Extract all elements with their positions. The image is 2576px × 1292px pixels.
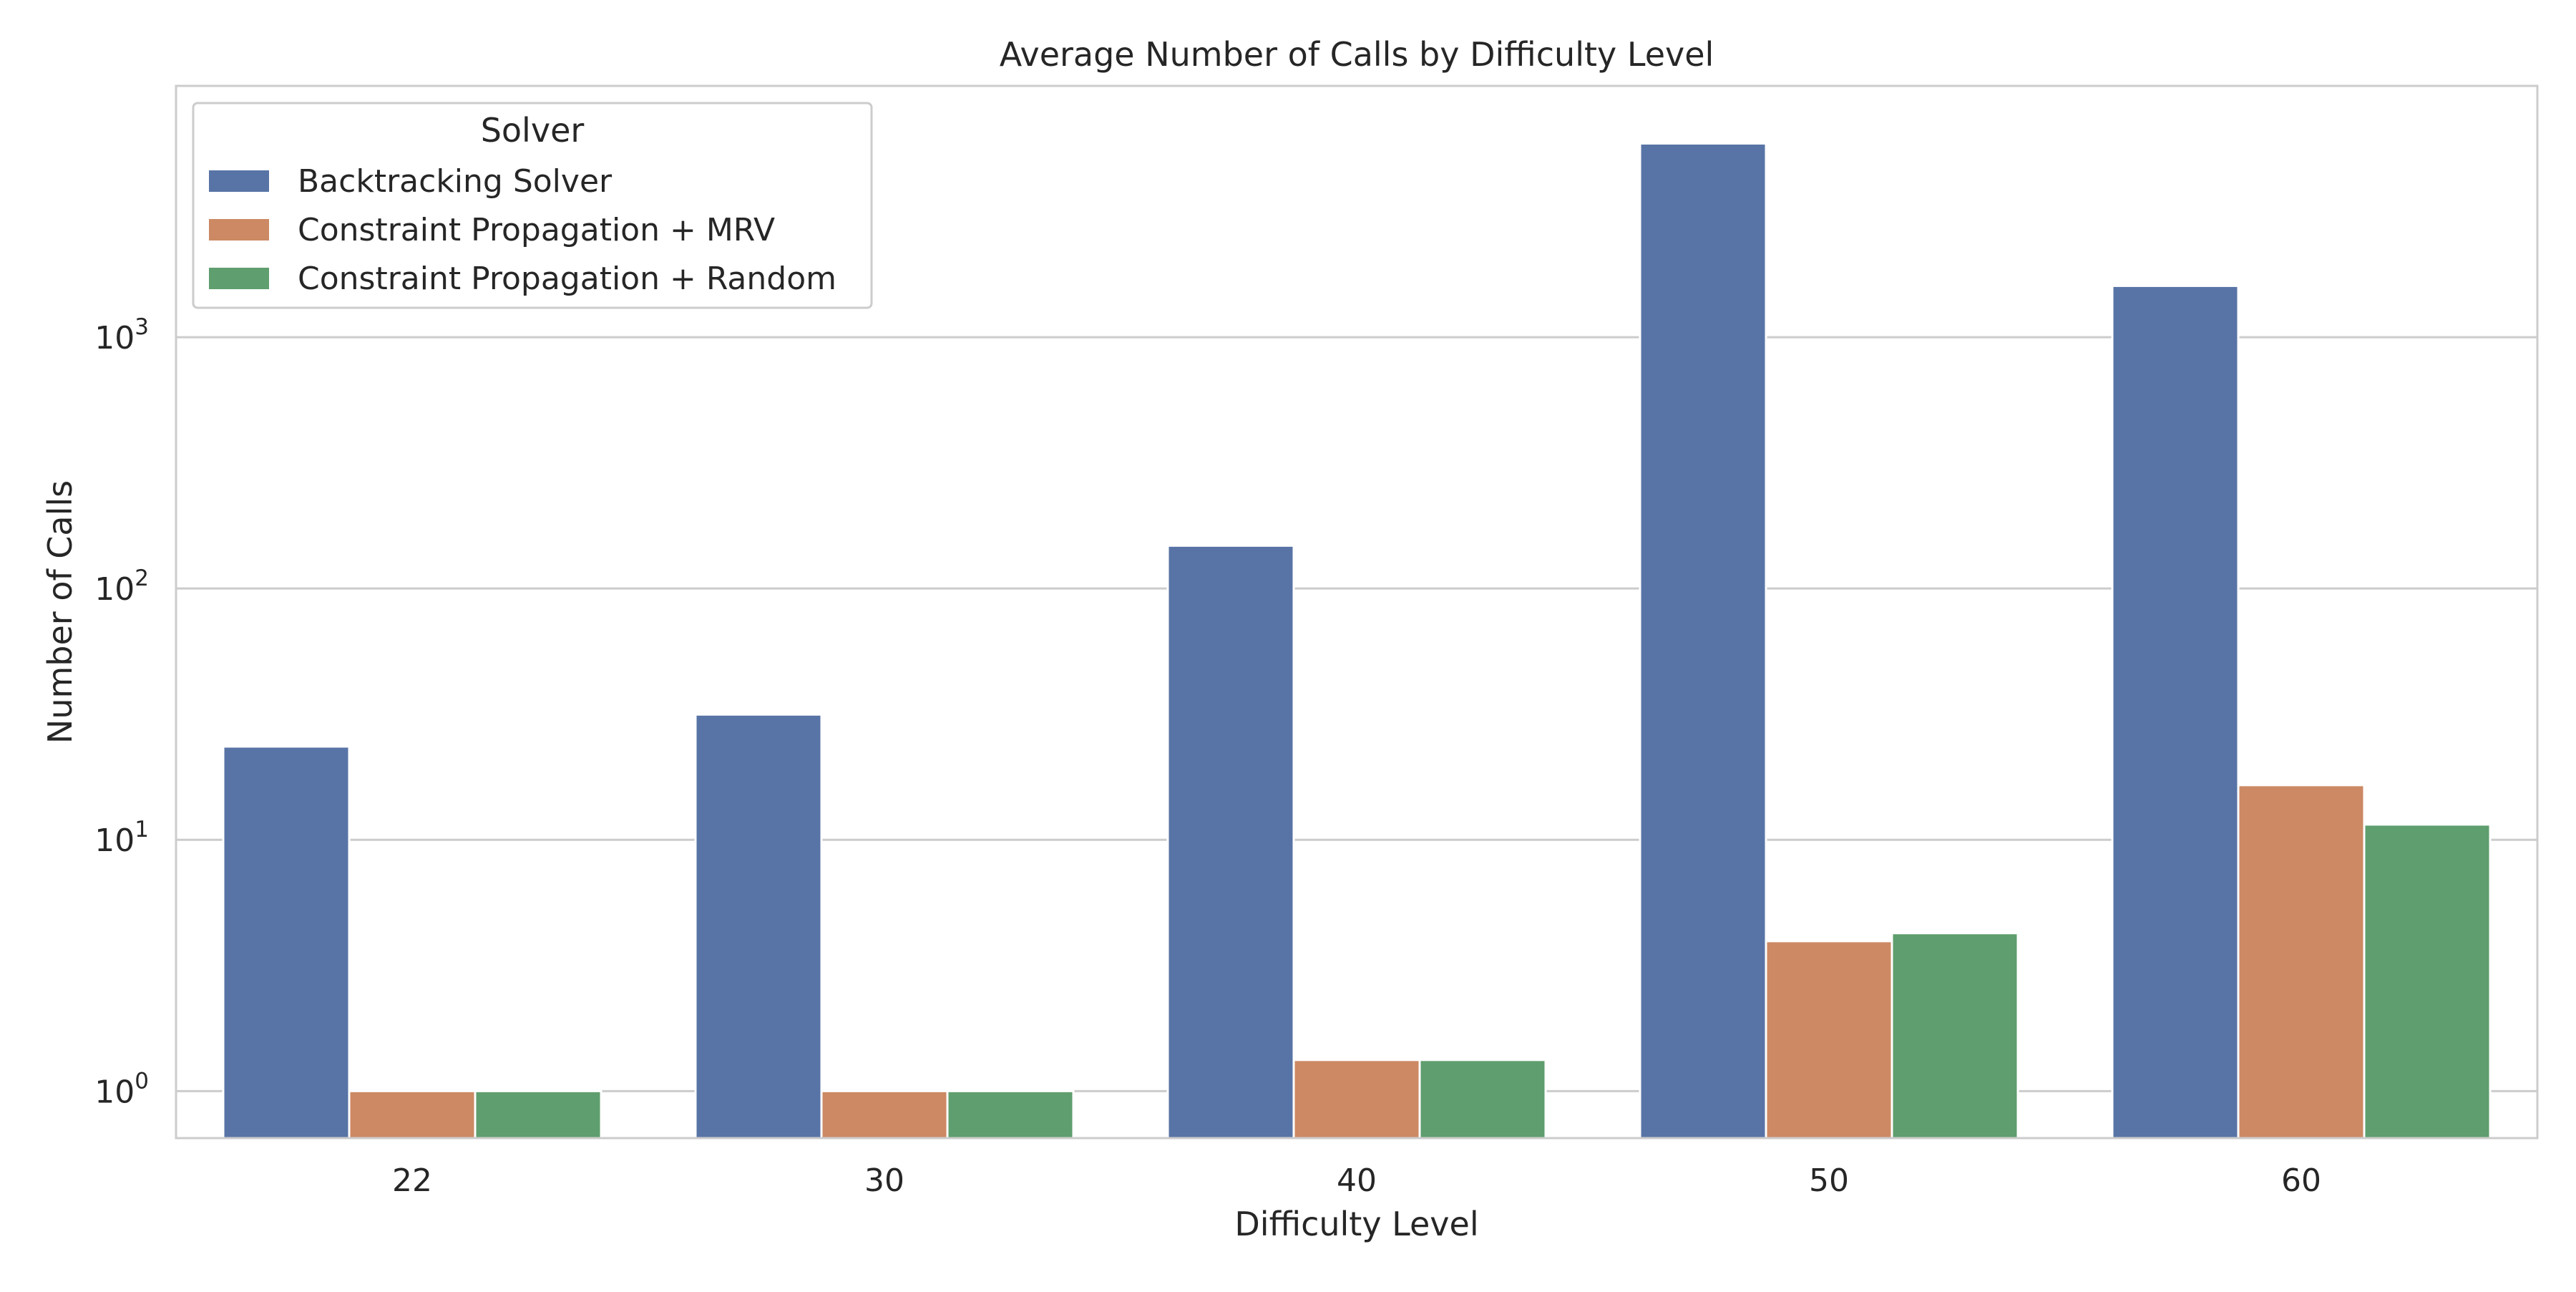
x-tick-label: 22 xyxy=(392,1162,432,1199)
bar-constraint-propagation-random-22 xyxy=(474,1089,602,1140)
legend-title: Solver xyxy=(481,111,585,150)
y-tick-label: 101 xyxy=(94,817,149,859)
bar-constraint-propagation-mrv-40 xyxy=(1292,1059,1421,1140)
x-tick-label: 40 xyxy=(1337,1162,1377,1199)
legend-entry-label: Constraint Propagation + MRV xyxy=(298,212,775,248)
bar-constraint-propagation-mrv-60 xyxy=(2237,784,2366,1140)
bar-backtracking-solver-40 xyxy=(1166,544,1295,1140)
y-tick-label: 100 xyxy=(94,1068,149,1110)
bar-backtracking-solver-22 xyxy=(222,745,351,1140)
y-tick-label: 103 xyxy=(94,314,149,356)
legend-box xyxy=(192,102,873,309)
legend-swatch xyxy=(209,219,269,241)
bar-constraint-propagation-random-30 xyxy=(946,1089,1075,1140)
legend-entry-label: Backtracking Solver xyxy=(298,163,613,200)
x-tick-label: 50 xyxy=(1809,1162,1849,1199)
x-tick-label: 60 xyxy=(2281,1162,2321,1199)
legend-entry-label: Constraint Propagation + Random xyxy=(298,261,836,297)
bar-backtracking-solver-60 xyxy=(2111,284,2240,1140)
bar-constraint-propagation-mrv-30 xyxy=(820,1089,949,1140)
y-tick-label: 102 xyxy=(94,565,149,608)
bar-constraint-propagation-mrv-50 xyxy=(1765,940,1893,1140)
legend-swatch xyxy=(209,268,269,289)
legend: Solver Backtracking Solver Constraint Pro… xyxy=(192,102,873,309)
x-tick-label: 30 xyxy=(864,1162,904,1199)
bar-constraint-propagation-random-60 xyxy=(2363,823,2492,1140)
legend-swatch xyxy=(209,170,269,192)
x-axis-label: Difficulty Level xyxy=(1234,1205,1478,1243)
bar-backtracking-solver-50 xyxy=(1639,142,1767,1140)
chart-title: Average Number of Calls by Difficulty Le… xyxy=(1000,35,1714,74)
bar-constraint-propagation-random-50 xyxy=(1890,932,2019,1140)
plot-frame xyxy=(175,84,2539,1140)
bar-constraint-propagation-mrv-22 xyxy=(348,1089,477,1140)
y-axis-label: Number of Calls xyxy=(41,480,79,744)
bar-constraint-propagation-random-40 xyxy=(1418,1059,1547,1140)
bar-backtracking-solver-30 xyxy=(694,713,823,1140)
